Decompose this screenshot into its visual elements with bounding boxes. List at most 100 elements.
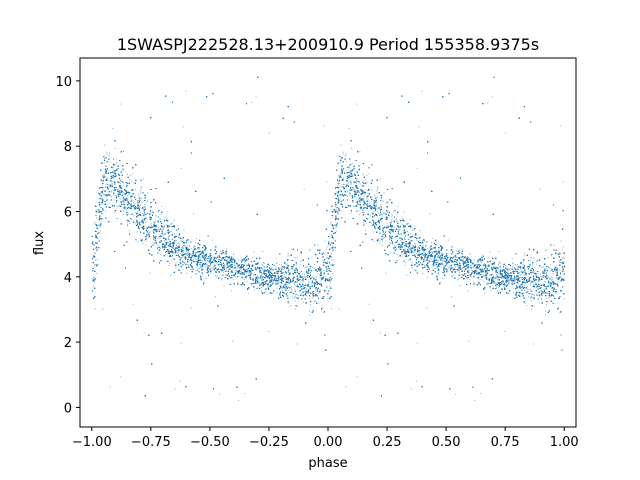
data-point <box>314 268 316 270</box>
data-point <box>145 201 147 202</box>
data-point <box>550 268 552 270</box>
data-point <box>336 192 338 194</box>
data-point <box>420 262 422 264</box>
data-point <box>422 240 424 241</box>
data-point <box>324 240 326 242</box>
data-point <box>236 267 238 269</box>
data-point <box>345 186 347 188</box>
data-point <box>199 267 201 269</box>
data-point <box>357 186 359 188</box>
data-point <box>110 196 112 197</box>
data-point <box>186 272 188 274</box>
data-point <box>237 281 239 283</box>
data-point <box>398 233 400 235</box>
data-point <box>122 214 124 216</box>
data-point <box>505 284 507 286</box>
data-point <box>387 230 389 232</box>
data-point <box>314 287 316 289</box>
data-point <box>105 210 107 212</box>
data-point <box>102 189 104 191</box>
data-point <box>276 292 278 294</box>
data-point <box>160 234 162 236</box>
data-point <box>419 230 421 231</box>
data-point <box>367 205 369 207</box>
data-point <box>326 263 328 265</box>
data-point <box>389 242 391 244</box>
data-point <box>329 256 331 258</box>
data-point <box>295 257 297 259</box>
data-point <box>251 269 253 271</box>
data-point <box>323 269 325 271</box>
data-point <box>335 187 337 188</box>
data-point <box>484 292 485 294</box>
data-point <box>493 279 495 280</box>
data-point <box>330 223 332 225</box>
data-point <box>312 267 314 269</box>
data-point <box>336 227 338 229</box>
data-point <box>359 183 361 185</box>
data-point <box>311 267 313 268</box>
data-point <box>268 330 270 332</box>
data-point <box>371 223 372 225</box>
data-point <box>446 261 448 263</box>
data-point <box>530 290 532 292</box>
data-point <box>334 206 336 208</box>
data-point <box>490 289 492 291</box>
data-point <box>527 288 529 290</box>
data-point <box>515 281 517 283</box>
data-point <box>215 276 217 278</box>
data-point <box>391 219 393 221</box>
data-point <box>358 203 360 205</box>
data-point <box>441 262 443 264</box>
data-point <box>392 211 394 213</box>
data-point <box>555 277 557 279</box>
data-point <box>187 240 189 242</box>
data-point <box>237 259 239 261</box>
data-point <box>175 253 177 255</box>
data-point <box>100 192 102 194</box>
data-point <box>296 270 298 272</box>
data-point <box>294 290 296 292</box>
data-point <box>179 253 181 255</box>
data-point <box>173 247 175 249</box>
data-point <box>284 267 286 269</box>
data-point <box>284 276 285 278</box>
data-point <box>311 276 313 278</box>
data-point <box>127 211 129 213</box>
data-point <box>442 263 444 265</box>
data-point <box>270 268 272 270</box>
data-point <box>126 173 128 175</box>
data-point <box>524 302 526 304</box>
data-point <box>168 236 170 238</box>
data-point <box>256 279 258 281</box>
data-point <box>553 268 555 270</box>
data-point <box>379 332 381 334</box>
data-point <box>396 242 398 243</box>
data-point <box>277 283 279 285</box>
data-point <box>97 264 99 265</box>
data-point <box>180 342 182 344</box>
data-point <box>198 257 199 259</box>
data-point <box>294 300 296 302</box>
data-point <box>562 181 564 183</box>
data-point <box>408 247 410 248</box>
data-point <box>419 252 421 254</box>
data-point <box>404 227 405 228</box>
data-point <box>100 193 102 195</box>
data-point <box>102 186 104 188</box>
data-point <box>530 283 532 285</box>
data-point <box>193 246 195 248</box>
data-point <box>160 218 161 220</box>
data-point <box>395 218 397 220</box>
data-point <box>261 280 263 282</box>
data-point <box>396 253 398 255</box>
data-point <box>301 282 303 284</box>
data-point <box>338 189 340 191</box>
data-point <box>306 292 308 294</box>
data-point <box>290 305 292 307</box>
data-point <box>131 205 133 207</box>
data-point <box>319 276 321 278</box>
data-point <box>339 186 341 188</box>
data-point <box>252 264 254 265</box>
data-point <box>92 257 94 258</box>
